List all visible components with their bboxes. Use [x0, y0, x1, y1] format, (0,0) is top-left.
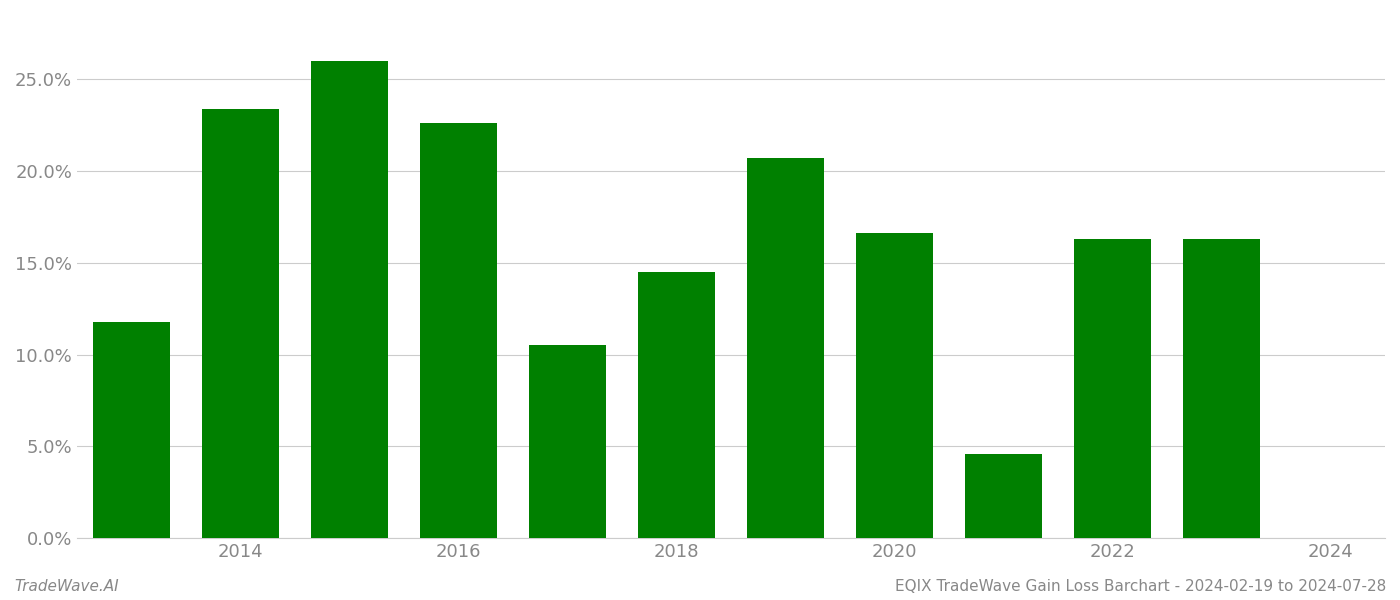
Bar [966, 454, 1042, 538]
Text: EQIX TradeWave Gain Loss Barchart - 2024-02-19 to 2024-07-28: EQIX TradeWave Gain Loss Barchart - 2024… [895, 579, 1386, 594]
Bar [1074, 239, 1151, 538]
Bar [203, 109, 279, 538]
Bar [311, 61, 388, 538]
Bar [748, 158, 823, 538]
Bar [638, 272, 714, 538]
Bar [420, 123, 497, 538]
Bar [94, 322, 169, 538]
Bar [1183, 239, 1260, 538]
Bar [857, 233, 932, 538]
Text: TradeWave.AI: TradeWave.AI [14, 579, 119, 594]
Bar [529, 346, 606, 538]
